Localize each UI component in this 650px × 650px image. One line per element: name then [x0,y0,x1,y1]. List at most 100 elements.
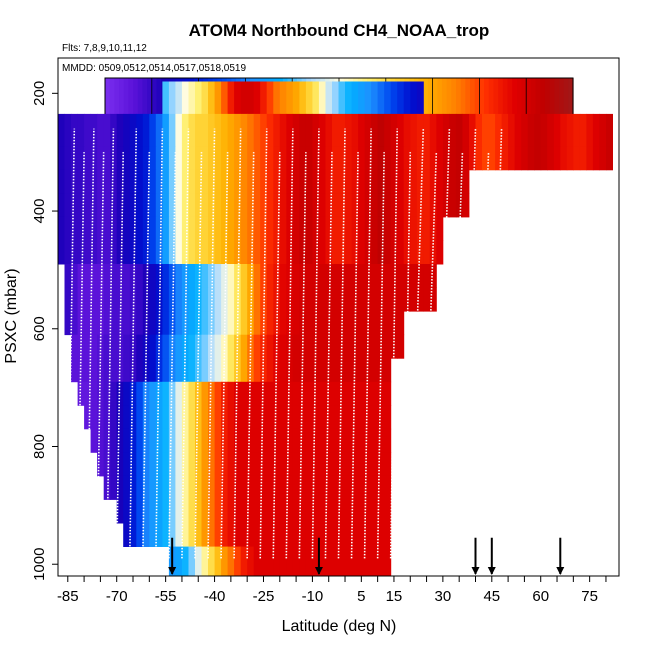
heatmap-cell [455,113,463,147]
heatmap-cell [90,240,98,265]
colorbar-cell [507,78,513,118]
heatmap-cell [123,475,131,500]
heatmap-cell [606,113,613,147]
heatmap-cell [201,240,209,265]
heatmap-cell [201,169,209,194]
heatmap-cell [208,405,215,430]
heatmap-cell [292,452,300,477]
heatmap-cell [240,475,248,500]
heatmap-cell [136,334,144,359]
x-tick-label: 45 [483,588,500,605]
heatmap-cell [103,113,111,147]
heatmap-cell [305,81,313,115]
heatmap-cell [195,240,202,265]
heatmap-cell [149,523,157,547]
heatmap-cell [410,240,418,265]
heatmap-cell [266,334,274,359]
heatmap-cell [103,405,111,430]
heatmap-cell [247,475,255,500]
heatmap-cell [195,193,202,218]
heatmap-cell [64,216,72,241]
heatmap-cell [358,216,366,241]
heatmap-cell [351,264,359,288]
heatmap-cell [142,499,150,524]
heatmap-cell [175,381,183,406]
heatmap-cell [149,334,157,359]
heatmap-cell [123,216,131,241]
heatmap-cell [384,546,392,577]
heatmap-cell [469,146,476,171]
heatmap-cell [305,428,313,453]
heatmap-cell [384,452,392,477]
heatmap-cell [168,81,176,115]
heatmap-cell [286,334,294,359]
heatmap-cell [325,216,333,241]
heatmap-cell [318,287,326,312]
heatmap-cell [299,216,307,241]
heatmap-cell [325,546,333,577]
heatmap-cell [188,216,196,241]
heatmap-cell [77,193,85,218]
heatmap-cell [110,264,118,288]
heatmap-cell [240,287,248,312]
heatmap-cell [214,334,222,359]
heatmap-cell [195,169,202,194]
heatmap-cell [110,240,118,265]
heatmap-cell [449,169,457,194]
heatmap-cell [371,452,379,477]
heatmap-cell [253,499,261,524]
heatmap-cell [253,334,261,359]
heatmap-cell [292,240,300,265]
heatmap-cell [286,546,294,577]
heatmap-cell [195,216,202,241]
heatmap-cell [221,381,229,406]
y-axis: 200 400 600 800 1000 [31,81,58,581]
heatmap-cell [175,193,183,218]
heatmap-cell [116,358,124,383]
heatmap-cell [534,146,542,171]
heatmap-cell [377,146,385,171]
heatmap-cell [175,287,183,312]
heatmap-cell [436,193,444,218]
heatmap-cell [149,113,157,147]
heatmap-cell [273,334,281,359]
heatmap-cell [58,113,65,147]
heatmap-cell [149,428,157,453]
flight-profile [468,128,477,341]
heatmap-cell [358,546,366,577]
colorbar-cell [516,78,523,118]
colorbar-cell [502,78,509,118]
flight-profile [66,128,76,559]
heatmap-cell [123,381,131,406]
heatmap-cell [410,146,418,171]
heatmap-cell [325,169,333,194]
heatmap-cell [292,287,300,312]
heatmap-cell [364,146,372,171]
heatmap-cell [521,113,529,147]
heatmap-cell [345,452,352,477]
heatmap-cell [155,216,163,241]
heatmap-cell [397,216,405,241]
heatmap-cell [64,287,72,312]
heatmap-cell [305,264,313,288]
heatmap-cell [345,264,352,288]
heatmap-cell [351,240,359,265]
heatmap-cell [214,216,222,241]
heatmap-cell [90,216,98,241]
heatmap-cell [97,381,105,406]
heatmap-cell [332,405,339,430]
heatmap-cell [103,381,111,406]
heatmap-cell [436,113,444,147]
heatmap-cell [214,264,222,288]
heatmap-cell [58,216,65,241]
heatmap-cell [436,146,444,171]
heatmap-cell [384,169,392,194]
heatmap-cell [129,358,137,383]
heatmap-cell [325,264,333,288]
heatmap-cell [390,169,398,194]
heatmap-cell [97,264,105,288]
heatmap-cell [364,358,372,383]
heatmap-cell [416,240,424,265]
heatmap-cell [312,81,320,115]
heatmap-cell [260,113,268,147]
